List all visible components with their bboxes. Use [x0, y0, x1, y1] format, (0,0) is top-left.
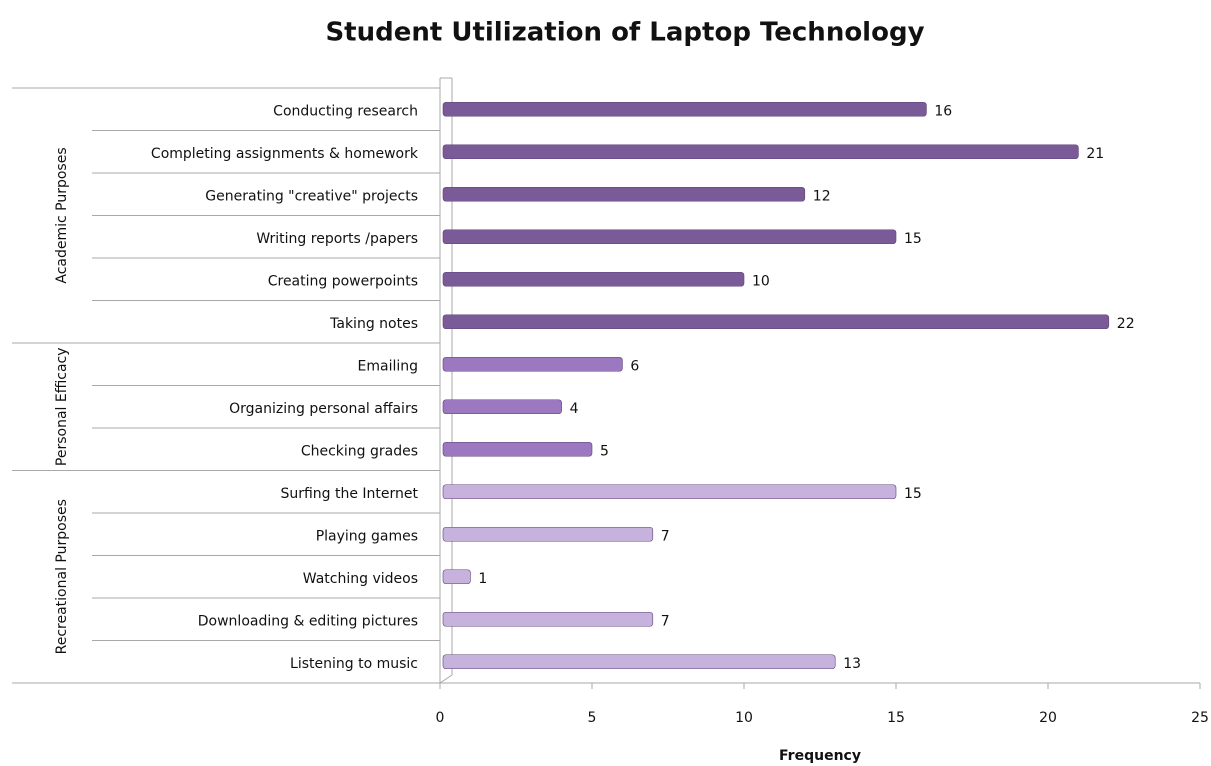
bar [442, 569, 471, 585]
bar [442, 229, 897, 245]
x-tick-label: 0 [436, 710, 445, 726]
bar [442, 101, 927, 117]
y-tick-label: Writing reports /papers [256, 231, 418, 247]
y-tick-label: Watching videos [303, 571, 418, 587]
bar [442, 484, 897, 500]
bar [442, 654, 836, 670]
x-tick-label: 10 [735, 710, 753, 726]
x-axis-title: Frequency [779, 748, 861, 764]
y-tick-label: Taking notes [329, 316, 418, 332]
bar [442, 144, 1079, 160]
y-tick-label: Emailing [358, 358, 419, 374]
value-label: 4 [570, 401, 579, 417]
x-tick-label: 20 [1039, 710, 1057, 726]
y-tick-label: Conducting research [273, 103, 418, 119]
bar [442, 441, 593, 457]
y-tick-label: Checking grades [301, 443, 418, 459]
bar [442, 271, 745, 287]
x-tick-label: 25 [1191, 710, 1209, 726]
value-label: 15 [904, 486, 922, 502]
bar [442, 611, 654, 627]
bar [442, 526, 654, 542]
bar [442, 314, 1110, 330]
value-label: 1 [478, 571, 487, 587]
x-tick-label: 5 [588, 710, 597, 726]
value-label: 7 [661, 613, 670, 629]
y-tick-label: Generating "creative" projects [205, 188, 418, 204]
value-label: 7 [661, 528, 670, 544]
bar [442, 399, 562, 415]
y-tick-label: Surfing the Internet [280, 486, 418, 502]
wall-base [439, 674, 453, 684]
y-tick-label: Listening to music [290, 656, 418, 672]
bar [442, 356, 623, 372]
y-tick-label: Downloading & editing pictures [198, 613, 418, 629]
y-tick-label: Completing assignments & homework [151, 146, 419, 162]
group-label: Recreational Purposes [54, 499, 70, 654]
chart-title: Student Utilization of Laptop Technology [325, 18, 924, 48]
value-label: 5 [600, 443, 609, 459]
group-label: Personal Efficacy [54, 347, 70, 466]
value-label: 10 [752, 273, 770, 289]
y-tick-label: Organizing personal affairs [229, 401, 418, 417]
value-label: 21 [1086, 146, 1104, 162]
value-label: 16 [934, 103, 952, 119]
group-label: Academic Purposes [54, 147, 70, 283]
y-tick-label: Playing games [316, 528, 418, 544]
value-label: 15 [904, 231, 922, 247]
value-label: 22 [1117, 316, 1135, 332]
value-label: 13 [843, 656, 861, 672]
bar [442, 186, 806, 202]
y-tick-label: Creating powerpoints [268, 273, 418, 289]
value-label: 12 [813, 188, 831, 204]
value-label: 6 [630, 358, 639, 374]
x-tick-label: 15 [887, 710, 905, 726]
